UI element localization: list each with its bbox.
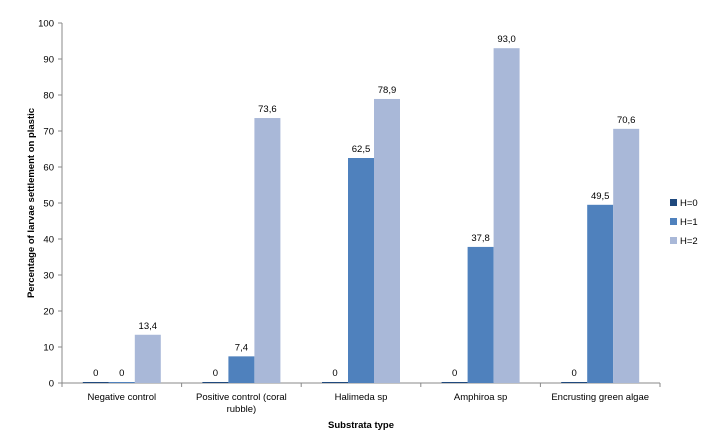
bar-H0-1 (202, 382, 229, 383)
bar-H1-0 (108, 382, 135, 383)
x-category-label: Positive control (coral (196, 392, 287, 403)
bar-H1-2 (348, 158, 374, 383)
legend-label: H=2 (680, 236, 698, 247)
bar-H2-3 (493, 48, 520, 383)
bar-H1-1 (228, 356, 255, 383)
data-label: 0 (93, 368, 98, 379)
data-label: 93,0 (497, 34, 516, 45)
bar-H2-0 (134, 334, 161, 383)
y-axis-title: Percentage of larvae settlement on plast… (26, 108, 37, 298)
bar-H0-2 (322, 382, 348, 383)
data-label: 62,5 (352, 144, 371, 155)
data-label: 13,4 (139, 321, 158, 332)
legend-swatch-H2 (670, 237, 677, 244)
bar-H0-4 (561, 382, 588, 383)
x-axis-title: Substrata type (328, 420, 394, 431)
data-label: 0 (119, 368, 124, 379)
legend-label: H=1 (680, 217, 698, 228)
y-tick-label: 10 (43, 343, 54, 354)
y-tick-label: 70 (43, 127, 54, 138)
y-tick-label: 40 (43, 235, 54, 246)
data-label: 78,9 (378, 85, 397, 96)
y-tick-label: 20 (43, 307, 54, 318)
legend-swatch-H0 (670, 199, 677, 206)
y-tick-label: 80 (43, 91, 54, 102)
legend-label: H=0 (680, 198, 698, 209)
y-tick-label: 100 (38, 19, 54, 30)
x-category-label: Negative control (87, 392, 156, 403)
legend-swatch-H1 (670, 218, 677, 225)
bar-H1-3 (467, 246, 494, 383)
bar-H2-4 (613, 128, 640, 383)
data-label: 49,5 (591, 191, 610, 202)
data-label: 0 (572, 368, 577, 379)
data-label: 37,8 (471, 233, 490, 244)
bar-H0-3 (441, 382, 468, 383)
bar-H2-1 (254, 118, 281, 383)
bar-H0-0 (82, 382, 109, 383)
x-category-label: Encrusting green algae (551, 392, 649, 403)
y-tick-label: 50 (43, 199, 54, 210)
bar-H2-2 (374, 98, 400, 384)
data-label: 0 (332, 368, 337, 379)
y-tick-label: 0 (49, 379, 54, 390)
y-tick-label: 60 (43, 163, 54, 174)
data-label: 70,6 (617, 115, 636, 126)
y-tick-label: 90 (43, 55, 54, 66)
y-tick-label: 30 (43, 271, 54, 282)
x-category-label: rubble) (227, 404, 257, 415)
data-label: 0 (213, 368, 218, 379)
bar-H1-4 (587, 204, 614, 383)
data-label: 7,4 (235, 342, 248, 353)
x-category-label: Halimeda sp (335, 392, 388, 403)
data-label: 73,6 (258, 104, 277, 115)
x-category-label: Amphiroa sp (454, 392, 507, 403)
data-label: 0 (452, 368, 457, 379)
